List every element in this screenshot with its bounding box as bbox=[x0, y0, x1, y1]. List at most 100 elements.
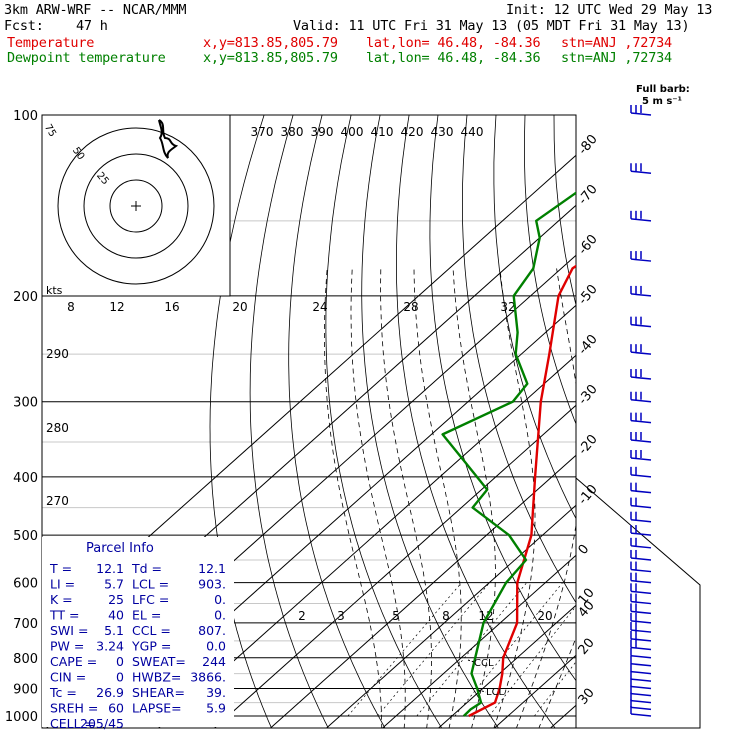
wind-barb-525 bbox=[630, 537, 652, 549]
wind-barb-400 bbox=[630, 466, 652, 478]
wind-barb-150 bbox=[630, 210, 652, 222]
wind-barbs bbox=[630, 105, 652, 717]
wind-barb-staff bbox=[630, 323, 652, 328]
dewpoint-latlon: lat,lon= 46.48, -84.36 bbox=[366, 50, 541, 66]
parcel-row-2-col-1: 25 bbox=[108, 592, 124, 607]
dry-adiabat-380 bbox=[641, 115, 740, 729]
dry-adiabat-270 bbox=[288, 115, 386, 728]
isotherm--20 bbox=[269, 454, 576, 728]
hodograph-speed-label-24: 24 bbox=[312, 300, 327, 314]
parcel-info-rows: T = 12.1 Td = 12.1 LI = 5.7 LCL = 903. K = 25 LFC … bbox=[49, 561, 226, 731]
isotherm--30 bbox=[213, 404, 576, 728]
pressure-label-1000: 1000 bbox=[5, 710, 38, 725]
forecast-label: Fcst: bbox=[4, 18, 44, 34]
wind-barb-575 bbox=[630, 561, 652, 573]
moist-adiabat-0 bbox=[324, 268, 383, 728]
hodograph-ring-75 bbox=[57, 127, 215, 285]
parcel-row-3-col-3: 0. bbox=[214, 608, 226, 623]
wind-barb-650 bbox=[630, 593, 652, 605]
wind-barb-900 bbox=[630, 678, 652, 690]
sounding-traces bbox=[441, 191, 576, 718]
parcel-row-2-col-0: K = bbox=[50, 592, 73, 607]
mixing-ratio-label-2: 2 bbox=[298, 609, 306, 623]
parcel-row-5-col-3: 0.0 bbox=[206, 639, 226, 654]
wind-barb-staff bbox=[630, 399, 652, 403]
parcel-row-6-col-3: 244 bbox=[202, 654, 226, 669]
wind-barb-staff bbox=[630, 504, 652, 509]
theta-label-380: 380 bbox=[281, 125, 304, 139]
isotherm-40 bbox=[606, 57, 740, 729]
parcel-row-7-col-1: 0 bbox=[116, 670, 124, 685]
moist-adiabat-8 bbox=[380, 268, 432, 728]
isotherm-label--50: -50 bbox=[576, 282, 601, 308]
plot-frame bbox=[41, 114, 577, 729]
wind-barb-450 bbox=[630, 497, 652, 509]
hodograph-speed-label-8: 8 bbox=[67, 300, 75, 314]
hodograph-speed-label-28: 28 bbox=[403, 300, 418, 314]
mixing-ratio-label-3: 3 bbox=[337, 609, 345, 623]
wind-barb-250 bbox=[630, 344, 652, 355]
parcel-row-8-col-1: 26.9 bbox=[96, 685, 124, 700]
valid-time: Valid: 11 UTC Fri 31 May 13 (05 MDT Fri … bbox=[293, 18, 690, 34]
dry-adiabat-410 bbox=[728, 115, 740, 729]
wind-barb-staff bbox=[630, 439, 652, 443]
wind-barb-350 bbox=[630, 431, 652, 443]
hodograph-speed-label-20: 20 bbox=[232, 300, 247, 314]
isotherm-0 bbox=[381, 554, 576, 728]
parcel-row-8-col-0: Tc = bbox=[49, 685, 77, 700]
mixing-ratio-label-20: 20 bbox=[537, 609, 552, 623]
wind-barb-600 bbox=[630, 572, 652, 584]
wind-barb-staff bbox=[630, 706, 652, 711]
level-marker-ticks bbox=[467, 659, 487, 693]
isotherm-label--10: -10 bbox=[576, 482, 601, 508]
background-lines bbox=[42, 57, 740, 729]
init-time: Init: 12 UTC Wed 29 May 13 bbox=[506, 2, 713, 18]
theta-label-left-290: 290 bbox=[46, 347, 69, 361]
wind-barb-225 bbox=[630, 316, 652, 328]
parcel-row-4-col-1: 5.1 bbox=[104, 623, 124, 638]
wind-barb-staff bbox=[630, 629, 652, 633]
pressure-label-300: 300 bbox=[13, 396, 38, 411]
wind-barb-175 bbox=[630, 251, 652, 262]
wind-barb-1000 bbox=[630, 706, 652, 717]
isotherm-30 bbox=[549, 704, 576, 728]
wind-barb-425 bbox=[630, 482, 652, 494]
parcel-info-box: Parcel Info T = 12.1 Td = 12.1 LI = 5.7 LCL = 9… bbox=[42, 537, 234, 731]
wind-barb-staff bbox=[630, 557, 652, 561]
dry-adiabat-340 bbox=[523, 115, 576, 425]
barb-legend-line1: Full barb: bbox=[636, 84, 690, 95]
parcel-row-5-col-0: PW = bbox=[50, 639, 84, 654]
temperature-xy: x,y=813.85,805.79 bbox=[203, 35, 338, 51]
parcel-row-9-col-2: LAPSE= bbox=[132, 701, 182, 716]
theta-label-400: 400 bbox=[341, 125, 364, 139]
wind-barb-725 bbox=[630, 622, 652, 633]
theta-label-440: 440 bbox=[461, 125, 484, 139]
lcl-marker: LCL bbox=[486, 687, 505, 698]
model-title: 3km ARW-WRF -- NCAR/MMM bbox=[4, 2, 187, 18]
parcel-row-6-col-2: SWEAT= bbox=[132, 654, 186, 669]
isotherm--40 bbox=[157, 354, 576, 728]
wind-barb-staff bbox=[630, 258, 652, 262]
dry-adiabat-330 bbox=[493, 115, 576, 520]
dry-adiabat-280 bbox=[325, 115, 443, 728]
moist-adiabat-4 bbox=[350, 268, 406, 728]
wind-barb-staff bbox=[630, 489, 652, 494]
wind-barb-staff bbox=[630, 655, 652, 659]
parcel-row-4-col-2: CCL = bbox=[132, 623, 171, 638]
isotherm-label-0: 0 bbox=[576, 542, 593, 558]
theta-label-390: 390 bbox=[311, 125, 334, 139]
dry-adiabat-290 bbox=[361, 115, 499, 728]
wind-barb-125 bbox=[630, 163, 652, 174]
parcel-row-3-col-2: EL = bbox=[132, 608, 161, 623]
isotherm-label--60: -60 bbox=[576, 232, 601, 258]
mixing-ratio-8 bbox=[454, 582, 563, 717]
wind-barb-staff bbox=[630, 419, 652, 424]
wind-barb-staff bbox=[630, 545, 652, 549]
temperature-station: stn=ANJ ,72734 bbox=[561, 35, 672, 51]
lower-frame bbox=[575, 477, 701, 729]
mixing-ratio-5 bbox=[416, 582, 527, 717]
wind-barb-staff bbox=[630, 532, 652, 536]
wind-barb-staff bbox=[630, 685, 652, 690]
moist-adiabat-24 bbox=[515, 268, 576, 728]
